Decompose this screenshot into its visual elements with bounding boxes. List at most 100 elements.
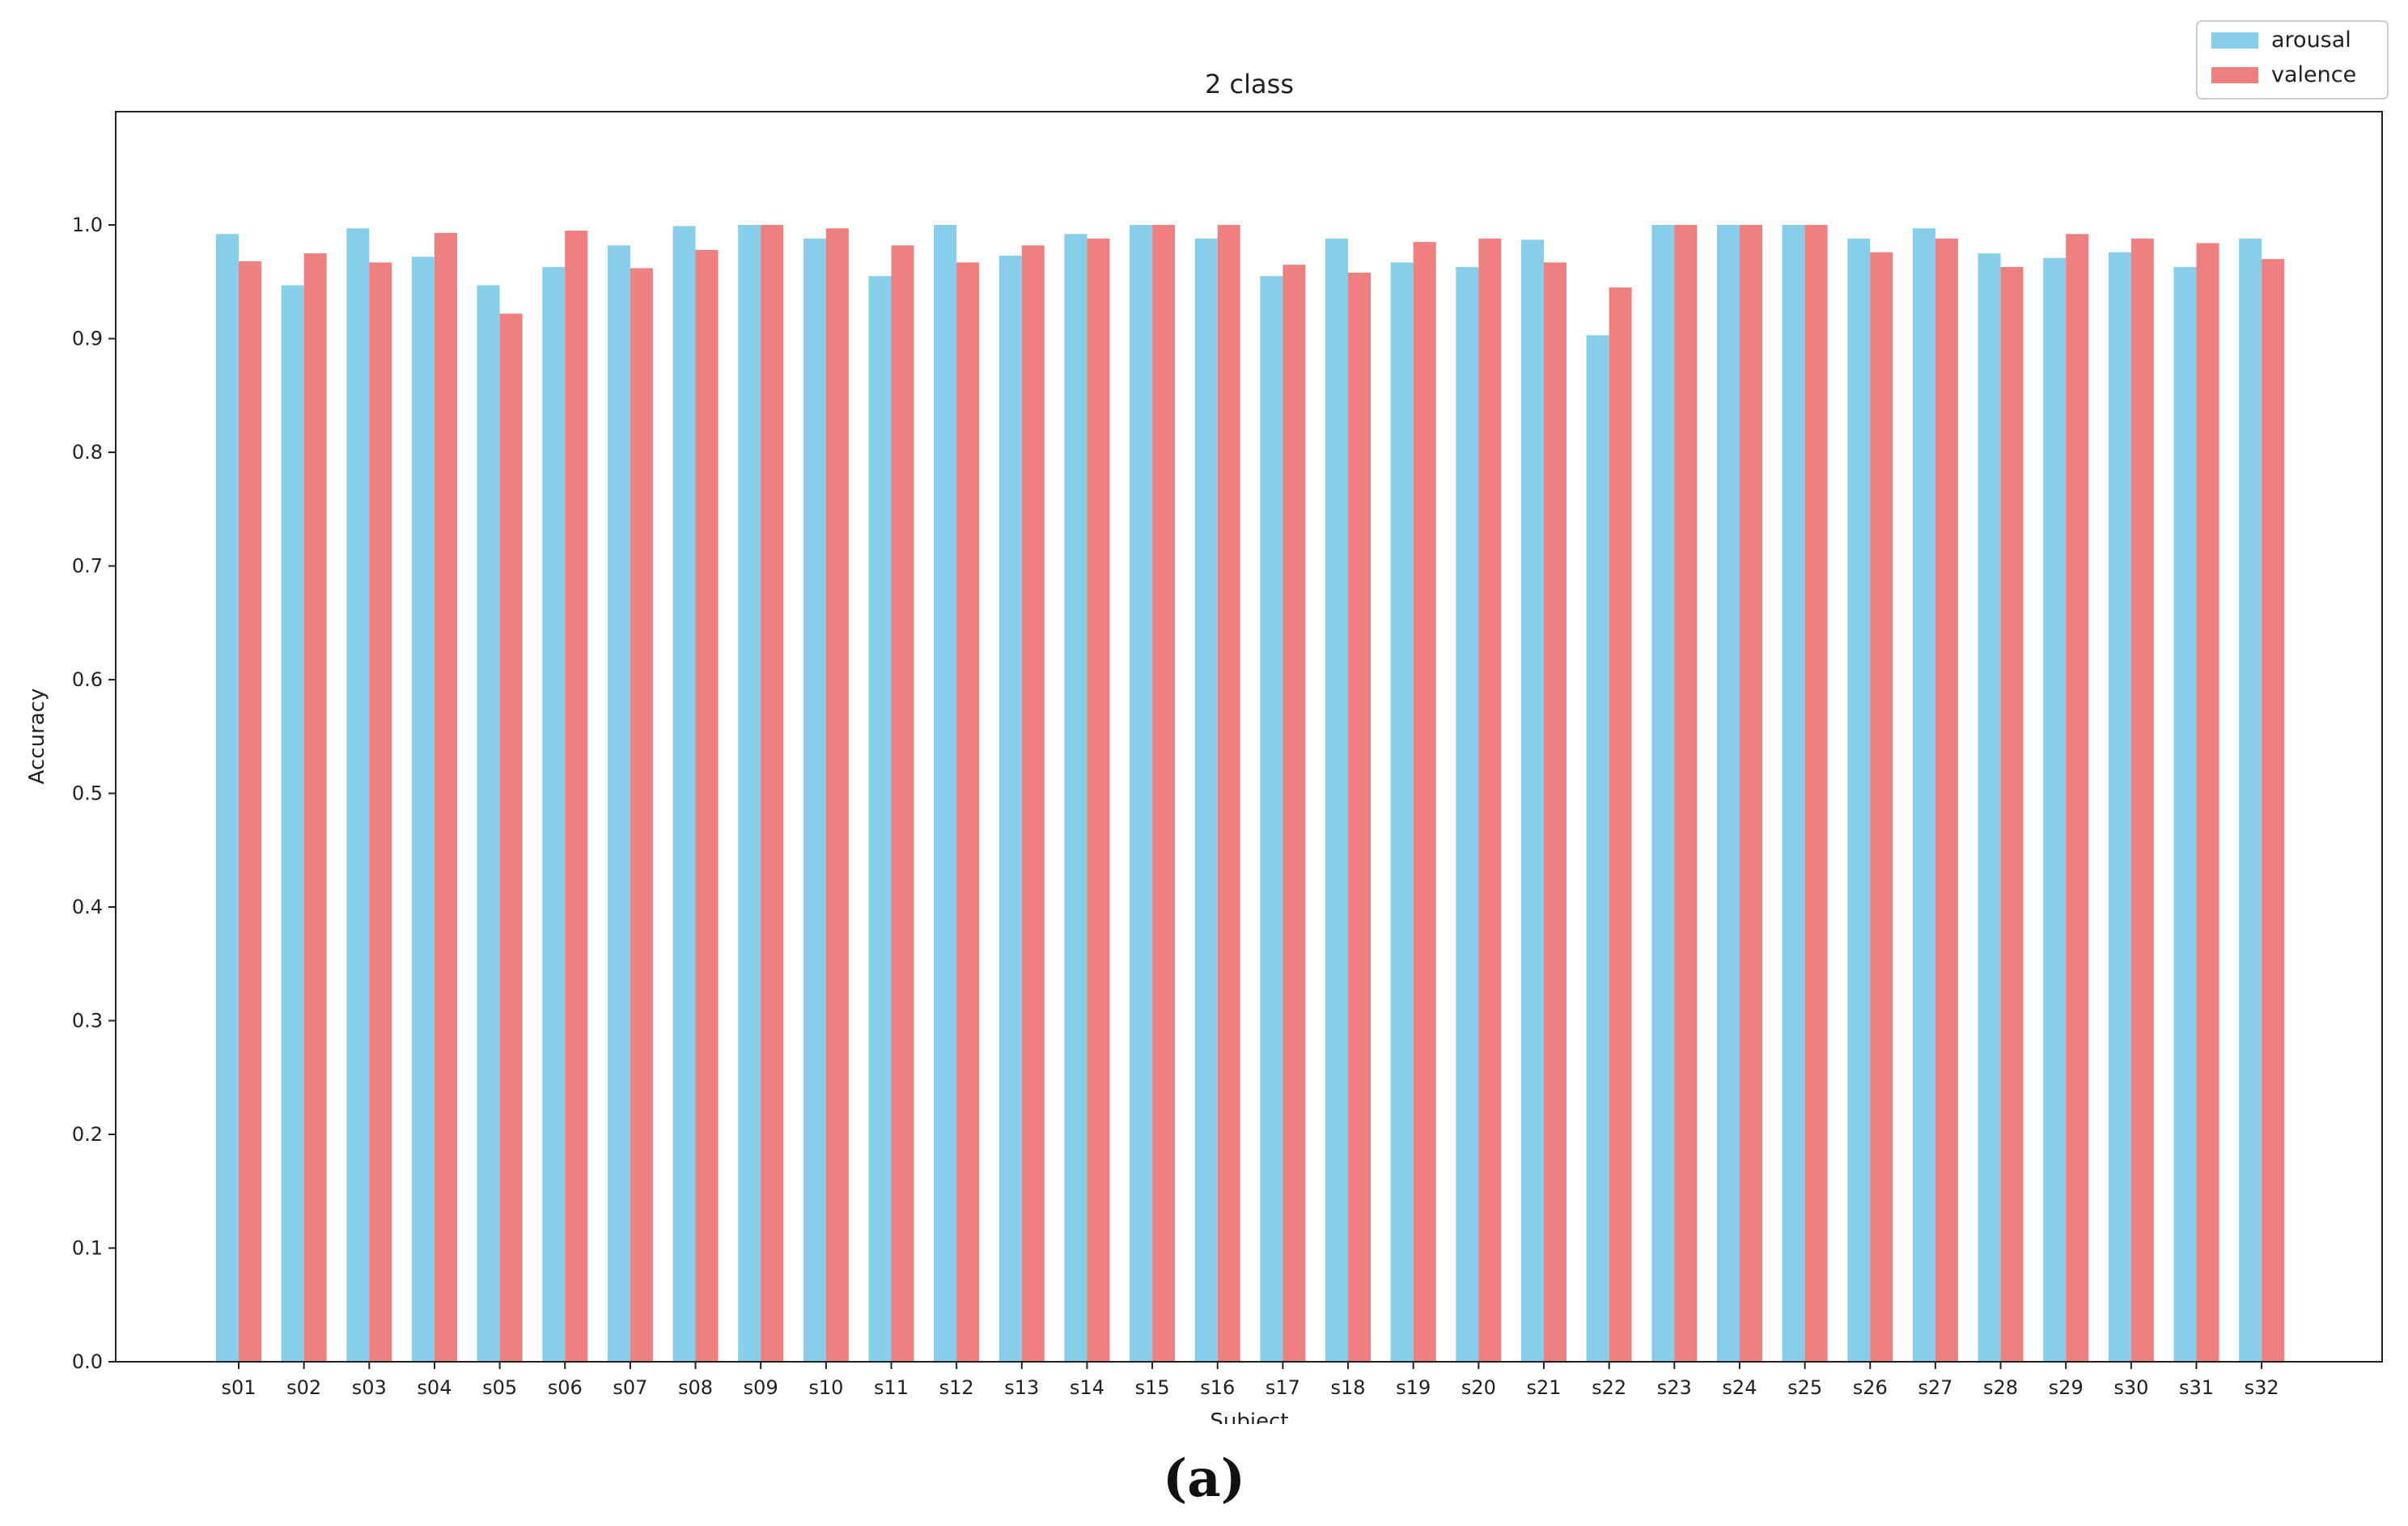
bar-arousal-s23	[1651, 225, 1675, 1362]
y-axis: 0.0 0.1 0.2 0.3 0.4 0.5 0.6 0.7 0.8 0.9 1.0	[72, 214, 116, 1373]
bar-valence-s01	[239, 261, 261, 1363]
bar-valence-s25	[1804, 225, 1828, 1362]
y-tick-label: 0.0	[72, 1350, 103, 1373]
x-tick-label: s25	[1787, 1376, 1822, 1399]
x-tick-label: s18	[1331, 1376, 1366, 1399]
bar-valence-s29	[2066, 234, 2089, 1362]
bar-arousal-s31	[2173, 266, 2197, 1362]
x-tick-label: s07	[613, 1376, 647, 1399]
bar-valence-s19	[1413, 242, 1436, 1363]
y-tick-label: 0.4	[72, 896, 103, 918]
chart-title: 2 class	[1205, 69, 1294, 100]
x-tick-label: s04	[417, 1376, 451, 1399]
y-tick-label: 0.2	[72, 1123, 103, 1146]
x-axis-label: Subject	[1210, 1409, 1288, 1424]
bar-arousal-s27	[1912, 228, 1935, 1363]
x-tick-label: s11	[874, 1376, 909, 1399]
x-tick-label: s09	[744, 1376, 778, 1399]
legend-swatch-arousal	[2211, 32, 2258, 49]
bar-arousal-s22	[1586, 335, 1609, 1362]
bar-arousal-s12	[934, 225, 957, 1362]
bar-arousal-s11	[868, 276, 892, 1363]
bar-arousal-s25	[1782, 225, 1805, 1362]
x-tick-label: s17	[1265, 1376, 1300, 1399]
legend-swatch-valence	[2211, 67, 2258, 83]
bar-arousal-s19	[1390, 262, 1414, 1362]
bar-valence-s06	[565, 231, 588, 1362]
y-tick-label: 0.3	[72, 1010, 103, 1032]
x-tick-label: s19	[1396, 1376, 1431, 1399]
bar-valence-s20	[1478, 238, 1502, 1362]
bar-arousal-s28	[1978, 253, 2001, 1363]
x-tick-label: s22	[1592, 1376, 1626, 1399]
legend-label-arousal: arousal	[2271, 28, 2351, 53]
x-tick-label: s29	[2049, 1376, 2084, 1399]
x-tick-label: s13	[1004, 1376, 1039, 1399]
x-tick-label: s27	[1918, 1376, 1952, 1399]
x-tick-label: s24	[1722, 1376, 1757, 1399]
bar-valence-s22	[1609, 287, 1632, 1362]
bar-arousal-s21	[1521, 239, 1544, 1362]
x-tick-label: s02	[286, 1376, 321, 1399]
x-tick-label: s06	[548, 1376, 583, 1399]
bar-arousal-s05	[477, 285, 500, 1363]
legend-label-valence: valence	[2271, 62, 2356, 87]
bar-valence-s02	[303, 253, 327, 1363]
bar-arousal-s10	[803, 238, 826, 1362]
bar-arousal-s24	[1716, 225, 1740, 1362]
bar-arousal-s13	[998, 255, 1022, 1363]
bar-arousal-s02	[281, 285, 304, 1363]
plot-frame	[115, 111, 2383, 1363]
bar-valence-s08	[695, 249, 719, 1362]
bar-valence-s28	[2000, 266, 2024, 1362]
bar-valence-s30	[2130, 238, 2154, 1362]
y-tick-label: 1.0	[72, 214, 103, 236]
bar-arousal-s09	[738, 225, 761, 1362]
bar-arousal-s06	[542, 266, 566, 1362]
bar-valence-s23	[1674, 225, 1698, 1362]
bar-valence-s15	[1152, 225, 1176, 1362]
bar-valence-s07	[630, 268, 653, 1362]
x-tick-label: s03	[352, 1376, 387, 1399]
bar-valence-s05	[499, 313, 523, 1363]
y-tick-label: 0.1	[72, 1237, 103, 1260]
x-tick-label: s01	[221, 1376, 256, 1399]
bar-arousal-s30	[2108, 252, 2131, 1363]
bar-chart: 2 class 0.0 0.1 0.2 0.3 0.4 0.5 0.6 0.7 0.8 0.9 1.…	[25, 20, 2389, 1434]
x-tick-label: s21	[1526, 1376, 1561, 1399]
bar-arousal-s20	[1456, 266, 1479, 1362]
x-tick-label: s28	[1983, 1376, 2018, 1399]
x-tick-label: s12	[939, 1376, 974, 1399]
x-tick-label: s32	[2245, 1376, 2279, 1399]
bar-valence-s09	[761, 225, 784, 1362]
bar-arousal-s07	[607, 245, 630, 1362]
bar-valence-s31	[2196, 243, 2219, 1363]
bar-valence-s04	[434, 232, 457, 1363]
legend: arousal valence	[2196, 20, 2389, 100]
y-axis-label: Accuracy	[25, 689, 49, 785]
x-tick-label: s31	[2179, 1376, 2214, 1399]
x-tick-label: s10	[808, 1376, 843, 1399]
x-tick-label: s15	[1135, 1376, 1170, 1399]
y-tick-label: 0.6	[72, 668, 103, 691]
bar-arousal-s17	[1260, 276, 1283, 1363]
bar-valence-s03	[369, 262, 392, 1362]
x-tick-label: s05	[482, 1376, 517, 1399]
x-tick-label: s20	[1461, 1376, 1496, 1399]
x-tick-label: s23	[1657, 1376, 1692, 1399]
bar-arousal-s04	[411, 256, 435, 1363]
y-tick-label: 0.7	[72, 555, 103, 578]
bars-layer	[216, 225, 2285, 1363]
bar-valence-s13	[1021, 245, 1045, 1362]
x-axis: s01 s02 s03 s04 s05 s06 s07 s08 s09 s10 s11 s12 s13 s…	[221, 1362, 2279, 1399]
bar-arousal-s01	[216, 234, 239, 1362]
bar-valence-s17	[1282, 265, 1306, 1362]
bar-arousal-s18	[1325, 238, 1349, 1362]
bar-valence-s16	[1217, 225, 1240, 1362]
x-tick-label: s16	[1200, 1376, 1235, 1399]
bar-valence-s11	[891, 245, 914, 1362]
bar-valence-s14	[1087, 238, 1110, 1362]
x-tick-label: s26	[1853, 1376, 1888, 1399]
bar-arousal-s32	[2239, 238, 2262, 1362]
